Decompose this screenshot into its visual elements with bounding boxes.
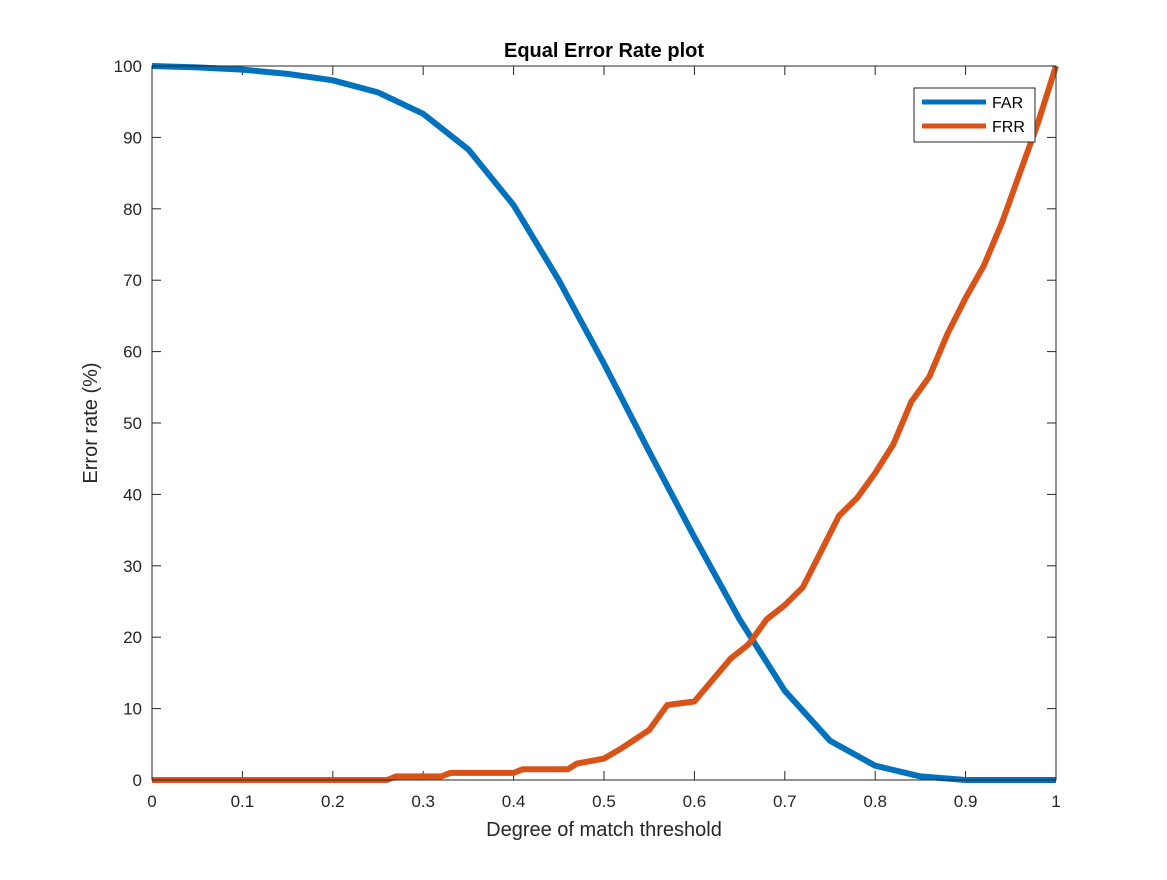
y-tick-label: 60 bbox=[123, 343, 142, 362]
x-tick-label: 0.3 bbox=[411, 792, 435, 811]
x-tick-label: 0.6 bbox=[683, 792, 707, 811]
x-tick-label: 0.2 bbox=[321, 792, 345, 811]
y-tick-label: 100 bbox=[114, 57, 142, 76]
axis-ticks: 0 0.1 0.2 0.3 0.4 0.5 0.6 0.7 0.8 0.9 101020304050… bbox=[114, 57, 1061, 811]
x-tick-label: 1 bbox=[1051, 792, 1060, 811]
plot-background bbox=[152, 66, 1056, 780]
x-tick-label: 0.4 bbox=[502, 792, 526, 811]
y-tick-label: 50 bbox=[123, 414, 142, 433]
x-tick-label: 0.1 bbox=[231, 792, 255, 811]
x-tick-label: 0.7 bbox=[773, 792, 797, 811]
y-tick-label: 90 bbox=[123, 128, 142, 147]
plot-frame bbox=[151, 65, 1057, 781]
y-tick-label: 80 bbox=[123, 200, 142, 219]
y-tick-label: 70 bbox=[123, 271, 142, 290]
y-tick-label: 20 bbox=[123, 628, 142, 647]
y-axis-label: Error rate (%) bbox=[80, 362, 102, 483]
x-axis-label: Degree of match threshold bbox=[486, 819, 722, 841]
series-line-far bbox=[151, 63, 1056, 783]
x-tick-label: 0.8 bbox=[863, 792, 887, 811]
y-tick-label: 10 bbox=[123, 700, 142, 719]
legend-label-frr: FRR bbox=[992, 119, 1025, 136]
chart-title: Equal Error Rate plot bbox=[504, 40, 704, 62]
legend-box bbox=[913, 87, 1036, 143]
x-tick-label: 0.9 bbox=[954, 792, 978, 811]
axes-box bbox=[151, 65, 1057, 781]
plot-area bbox=[152, 66, 1056, 780]
x-tick-label: 0.5 bbox=[592, 792, 616, 811]
y-tick-label: 40 bbox=[123, 485, 142, 504]
legend: FAR FRR bbox=[913, 87, 1036, 143]
y-tick-label: 30 bbox=[123, 557, 142, 576]
x-tick-label: 0 bbox=[147, 792, 156, 811]
y-tick-label: 0 bbox=[133, 771, 142, 790]
legend-label-far: FAR bbox=[992, 95, 1023, 112]
series-line-frr bbox=[152, 65, 1059, 783]
series-lines bbox=[151, 63, 1059, 783]
